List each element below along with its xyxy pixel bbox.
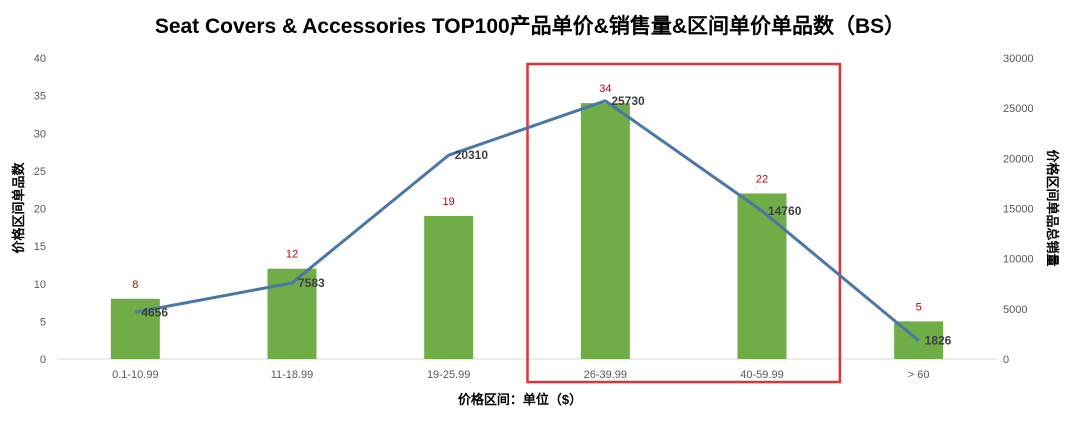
- y-tick-label: 0: [40, 354, 46, 366]
- line-value-label: 25730: [611, 94, 645, 108]
- x-tick-label: 11-18.99: [271, 369, 314, 381]
- y-tick-label: 15: [34, 241, 46, 253]
- y2-tick-label: 0: [1003, 354, 1009, 366]
- bar-value-label: 5: [916, 301, 922, 313]
- bar: [424, 216, 474, 359]
- highlight-layer: [526, 62, 842, 384]
- bar: [737, 193, 787, 359]
- chart-title: Seat Covers & Accessories TOP100产品单价&销售量…: [155, 14, 905, 38]
- bar-value-label: 12: [286, 249, 298, 261]
- x-axis-title: 价格区间：单位（$）: [458, 392, 582, 407]
- y-tick-label: 5: [40, 316, 46, 328]
- y2-axis-title: 价格区间单品总销量: [1045, 149, 1060, 266]
- x-tick-label: > 60: [908, 369, 930, 381]
- bar-value-label: 8: [132, 279, 138, 291]
- line-series: 4656 7583 20310 25730 14760 1826: [135, 94, 952, 348]
- bar-value-label: 22: [756, 173, 768, 185]
- bar: [580, 103, 630, 360]
- y2-tick-label: 10000: [1003, 254, 1034, 266]
- highlight-box: [526, 62, 842, 384]
- y-tick-label: 30: [34, 128, 46, 140]
- y2-tick-label: 5000: [1003, 304, 1027, 316]
- y-tick-label: 40: [34, 53, 46, 65]
- bar-value-label: 19: [443, 196, 455, 208]
- line-value-label: 1826: [925, 334, 952, 348]
- x-tick-label: 19-25.99: [427, 369, 470, 381]
- y2-tick-label: 15000: [1003, 204, 1034, 216]
- y-axis: 0 5 10 15 20 25 30 35 40: [34, 53, 46, 366]
- y2-tick-label: 30000: [1003, 53, 1034, 65]
- y-tick-label: 20: [34, 204, 46, 216]
- x-axis: 0.1-10.99 11-18.99 19-25.99 26-39.99 40-59.9…: [112, 369, 929, 381]
- line-value-label: 20310: [455, 148, 489, 162]
- x-tick-label: 40-59.99: [740, 369, 783, 381]
- bar-value-label: 34: [599, 83, 611, 95]
- y-tick-label: 10: [34, 279, 46, 291]
- y2-axis: 0 5000 10000 15000 20000 25000 30000: [1003, 53, 1034, 366]
- y-axis-title: 价格区间单品数: [11, 162, 26, 254]
- x-tick-label: 26-39.99: [584, 369, 627, 381]
- y2-tick-label: 25000: [1003, 103, 1034, 115]
- line-value-label: 7583: [298, 276, 325, 290]
- line-value-label: 14760: [768, 204, 802, 218]
- y2-tick-label: 20000: [1003, 153, 1034, 165]
- line-value-label: 4656: [141, 305, 168, 319]
- line-path: [135, 99, 920, 342]
- x-tick-label: 0.1-10.99: [112, 369, 158, 381]
- y-tick-label: 35: [34, 91, 46, 103]
- y-tick-label: 25: [34, 166, 46, 178]
